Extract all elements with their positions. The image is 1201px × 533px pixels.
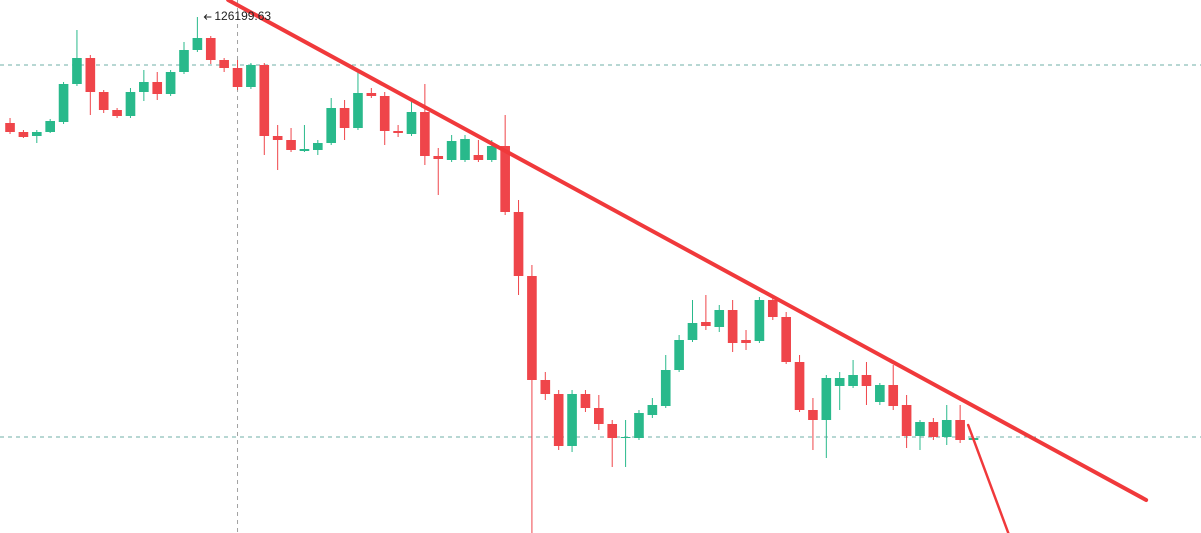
candle-body	[928, 422, 939, 437]
candles	[5, 17, 979, 533]
candle-body	[379, 96, 390, 131]
candle-body	[205, 38, 216, 60]
candle-body	[58, 84, 69, 122]
candle-body	[98, 92, 109, 110]
candle-body	[31, 132, 42, 136]
high-arrow	[203, 14, 212, 20]
candle-body	[714, 310, 725, 327]
candle-body	[312, 143, 323, 150]
labels: 126199.63	[203, 9, 271, 23]
candle-body	[634, 413, 644, 438]
trend-lines	[226, 0, 1149, 533]
candle-body	[781, 317, 791, 362]
candle-body	[152, 82, 163, 94]
candle-body	[232, 68, 243, 87]
candle-body	[72, 58, 82, 84]
candle-body	[219, 60, 229, 68]
candle-body	[701, 322, 711, 326]
candle-body	[85, 58, 96, 92]
candle-body	[366, 93, 377, 96]
candle-body	[767, 300, 778, 317]
candle-body	[446, 141, 457, 160]
candle-body	[433, 156, 444, 159]
candle-body	[567, 394, 577, 446]
candle-body	[112, 110, 122, 116]
candle-body	[580, 394, 591, 408]
candle-body	[473, 155, 484, 160]
candle-body	[754, 300, 765, 341]
candle-body	[45, 121, 55, 132]
candle-body	[687, 323, 698, 340]
candle-body	[326, 108, 337, 143]
candle-body	[486, 146, 497, 160]
candle-body	[875, 385, 885, 402]
trend-line	[226, 0, 1149, 502]
candle-body	[18, 132, 29, 137]
candle-body	[647, 405, 658, 415]
candle-body	[500, 146, 510, 212]
candle-body	[5, 123, 15, 132]
candle-body	[553, 394, 564, 446]
candle-body	[594, 408, 604, 424]
candle-body	[246, 65, 256, 87]
candle-body	[353, 93, 363, 128]
candle-body	[420, 112, 430, 156]
candle-body	[727, 310, 738, 343]
candle-body	[286, 140, 296, 150]
candle-body	[808, 410, 818, 420]
candle-body	[339, 108, 350, 128]
candle-body	[848, 375, 858, 386]
candle-body	[125, 92, 136, 116]
candle-body	[406, 112, 417, 134]
candle-body	[620, 437, 631, 438]
candle-body	[192, 38, 203, 50]
candle-body	[165, 72, 176, 94]
candle-body	[259, 65, 270, 136]
trend-line	[966, 423, 1010, 533]
candle-body	[821, 378, 832, 420]
candle-body	[179, 50, 189, 72]
candle-body	[460, 139, 470, 160]
candle-body	[834, 378, 845, 386]
candle-body	[139, 82, 149, 92]
candle-body	[741, 340, 751, 343]
candle-body	[272, 136, 283, 140]
candle-body	[527, 276, 537, 380]
candle-body	[955, 420, 965, 440]
candle-body	[794, 362, 805, 410]
candle-body	[299, 149, 310, 151]
candle-body	[607, 424, 618, 438]
candle-body	[901, 405, 912, 436]
candle-body	[941, 420, 952, 437]
candle-body	[915, 422, 925, 436]
candle-body	[660, 370, 671, 406]
candle-body	[888, 385, 899, 406]
candle-body	[393, 131, 403, 133]
candle-body	[540, 380, 551, 394]
candle-body	[513, 212, 524, 276]
candle-body	[674, 340, 684, 370]
high-label: 126199.63	[214, 9, 271, 23]
candle-body	[861, 375, 872, 386]
